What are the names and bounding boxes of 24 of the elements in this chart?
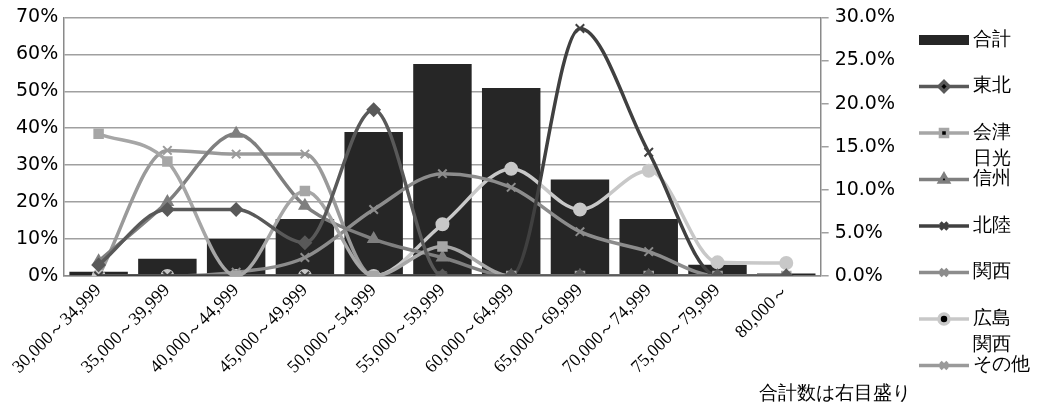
legend-label: 合計 — [973, 26, 1011, 49]
legend-label: 東北 — [973, 73, 1011, 96]
legend-label: 会津 — [973, 119, 1011, 142]
text: 合計数は右目盛り — [759, 382, 911, 404]
y-tick-label: 20% — [16, 189, 59, 212]
y2-tick-label: 5.0% — [834, 219, 883, 242]
legend-label: 日光信州 — [973, 146, 1011, 189]
y2-tick-label: 20.0% — [834, 90, 895, 113]
y-tick-label: 40% — [16, 115, 59, 138]
y2-tick-label: 25.0% — [834, 47, 895, 70]
y-tick-label: 70% — [16, 4, 59, 27]
y2-tick-label: 30.0% — [834, 4, 895, 27]
y-tick-label: 30% — [16, 152, 59, 175]
y-tick-label: 50% — [16, 78, 59, 101]
y2-tick-label: 0.0% — [834, 262, 883, 285]
y2-tick-label: 10.0% — [834, 176, 895, 199]
legend-label: 関西その他 — [973, 332, 1030, 375]
legend-label: 北陸 — [973, 212, 1011, 235]
legend-label: 関西 — [973, 259, 1011, 282]
y2-tick-label: 15.0% — [834, 133, 895, 156]
legend-label: 広島 — [973, 305, 1011, 328]
y-tick-label: 10% — [16, 225, 59, 248]
y-tick-label: 0% — [28, 262, 59, 285]
y-tick-label: 60% — [16, 41, 59, 64]
